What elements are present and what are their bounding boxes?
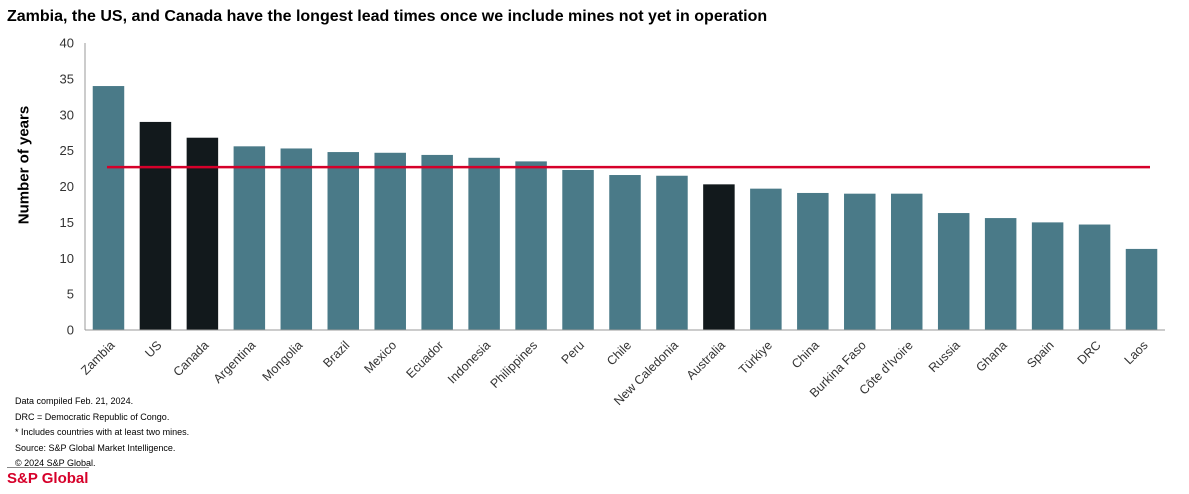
x-tick-label: Ecuador xyxy=(403,338,446,381)
bar-burkina-faso xyxy=(844,193,876,330)
note-data-compiled: Data compiled Feb. 21, 2024. xyxy=(15,396,134,406)
brand-logo: S&P Global xyxy=(7,470,89,487)
y-tick-label: 5 xyxy=(67,287,74,302)
bar-indonesia xyxy=(468,157,500,330)
note-includes: * Includes countries with at least two m… xyxy=(15,427,190,437)
x-axis-categories: Zambia US Canada Argentina Mongolia Brazil Mex… xyxy=(78,338,1150,408)
x-tick-label: Peru xyxy=(559,338,588,367)
x-tick-label: Canada xyxy=(171,338,212,379)
note-copyright: © 2024 S&P Global. xyxy=(15,458,96,468)
x-tick-label: Philippines xyxy=(488,338,541,391)
y-axis: 0 5 10 15 20 25 30 35 40 xyxy=(60,36,86,338)
x-tick-label: Ghana xyxy=(973,338,1009,374)
x-tick-label: Australia xyxy=(684,338,728,382)
footnotes: Data compiled Feb. 21, 2024. DRC = Democ… xyxy=(15,394,189,472)
y-tick-label: 25 xyxy=(60,143,74,158)
bar-drc xyxy=(1078,224,1111,330)
bar-t-rkiye xyxy=(750,188,782,330)
x-tick-label: Chile xyxy=(604,338,634,368)
bar-new-caledonia xyxy=(656,175,688,330)
bar-china xyxy=(797,192,829,330)
bar-series xyxy=(92,86,1158,331)
y-tick-label: 30 xyxy=(60,107,74,122)
y-tick-label: 10 xyxy=(60,251,74,266)
note-source: Source: S&P Global Market Intelligence. xyxy=(15,442,176,453)
x-tick-label: US xyxy=(142,338,164,360)
divider xyxy=(7,467,89,468)
note-drc: DRC = Democratic Republic of Congo. xyxy=(15,411,170,422)
bar-laos xyxy=(1125,248,1158,330)
bar-peru xyxy=(562,170,594,330)
x-tick-label: Spain xyxy=(1024,338,1057,371)
x-tick-label: DRC xyxy=(1075,338,1104,367)
bar-australia xyxy=(703,184,735,330)
y-tick-label: 20 xyxy=(60,179,74,194)
x-tick-label: Mexico xyxy=(361,338,399,376)
bar-ghana xyxy=(984,218,1017,330)
x-tick-label: Indonesia xyxy=(445,338,493,386)
bar-canada xyxy=(186,137,219,330)
x-tick-label: Argentina xyxy=(211,338,259,386)
bar-mexico xyxy=(374,152,406,330)
bar-mongolia xyxy=(280,148,313,330)
x-tick-label: Russia xyxy=(926,338,963,375)
y-tick-label: 0 xyxy=(67,323,74,338)
x-tick-label: China xyxy=(789,338,822,371)
bar-zambia xyxy=(92,86,125,330)
x-tick-label: Brazil xyxy=(320,338,352,370)
bar-c-te-d-ivoire xyxy=(890,193,923,330)
bar-spain xyxy=(1031,222,1064,331)
bar-chile xyxy=(609,175,641,330)
bar-russia xyxy=(937,213,970,330)
y-tick-label: 40 xyxy=(60,36,74,51)
x-tick-label: Laos xyxy=(1122,338,1151,367)
y-tick-label: 15 xyxy=(60,215,74,230)
x-tick-label: Zambia xyxy=(78,338,117,377)
x-tick-label: Mongolia xyxy=(260,338,306,384)
bar-brazil xyxy=(327,152,360,330)
y-tick-label: 35 xyxy=(60,71,74,86)
bar-philippines xyxy=(515,161,547,330)
bar-ecuador xyxy=(421,154,453,330)
bar-us xyxy=(139,121,172,331)
bar-argentina xyxy=(233,146,266,330)
chart-title: Zambia, the US, and Canada have the long… xyxy=(7,8,768,25)
x-tick-label: Türkiye xyxy=(736,338,775,377)
